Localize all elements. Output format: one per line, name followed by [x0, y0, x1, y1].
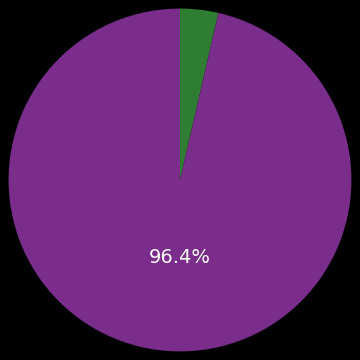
Wedge shape [180, 9, 219, 180]
Wedge shape [9, 9, 351, 351]
Text: 96.4%: 96.4% [149, 248, 211, 267]
